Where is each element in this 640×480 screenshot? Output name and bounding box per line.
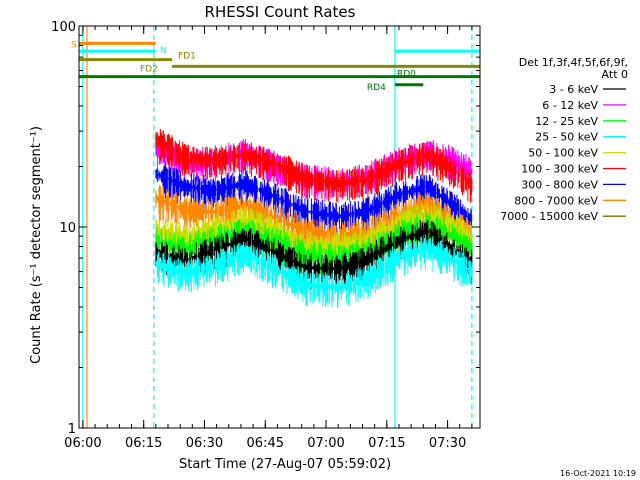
state-bar-label: RD0 [397, 70, 416, 80]
legend-entry-label: 50 - 100 keV [528, 147, 598, 160]
x-tick-label: 07:30 [429, 436, 466, 451]
chart-title: RHESSI Count Rates [205, 3, 356, 21]
generation-date: 16-Oct-2021 10:19 [560, 469, 636, 478]
y-tick-label: 100 [51, 20, 76, 35]
x-tick-label: 07:15 [368, 436, 405, 451]
x-axis-label: Start Time (27-Aug-07 05:59:02) [179, 457, 391, 472]
series-line-25-50keV [155, 234, 473, 308]
legend-entry-label: 6 - 12 keV [542, 99, 598, 112]
legend-detectors: Det 1f,3f,4f,5f,6f,9f, [519, 56, 628, 69]
legend-entry-label: 7000 - 15000 keV [500, 210, 598, 223]
y-axis-label: Count Rate (s⁻¹ detector segment⁻¹) [29, 126, 44, 364]
series-line-100-300keV [155, 128, 473, 203]
x-tick-label: 06:15 [125, 436, 162, 451]
state-bar-label: N [160, 46, 167, 56]
x-tick-label: 06:45 [247, 436, 284, 451]
y-tick-label: 1 [68, 422, 76, 437]
legend-entry-label: 12 - 25 keV [535, 115, 598, 128]
legend-entry-label: 800 - 7000 keV [514, 194, 598, 207]
x-tick-label: 06:00 [64, 436, 101, 451]
legend-attenuator: Att 0 [602, 68, 628, 81]
legend-entry-label: 100 - 300 keV [521, 163, 598, 176]
state-bar-label: FD2 [140, 64, 158, 74]
x-tick-label: 07:00 [307, 436, 344, 451]
legend-entry-label: 25 - 50 keV [535, 131, 598, 144]
legend-entry-label: 300 - 800 keV [521, 178, 598, 191]
legend-entry-label: 3 - 6 keV [549, 83, 598, 96]
y-tick-label: 10 [59, 221, 76, 236]
x-tick-label: 06:30 [186, 436, 223, 451]
state-bar-label: FD1 [178, 52, 196, 62]
series-line-300-800keV [155, 163, 473, 237]
state-bar-label: S [71, 40, 77, 50]
state-bar-label: RD4 [367, 83, 386, 93]
